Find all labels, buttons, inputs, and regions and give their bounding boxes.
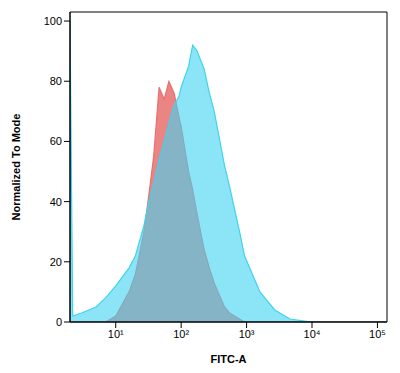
svg-text:0: 0 [56, 316, 62, 328]
svg-text:10¹: 10¹ [108, 328, 124, 340]
svg-text:FITC-A: FITC-A [210, 353, 246, 365]
svg-text:40: 40 [50, 196, 62, 208]
svg-text:80: 80 [50, 75, 62, 87]
svg-text:20: 20 [50, 256, 62, 268]
svg-text:Normalized To Mode: Normalized To Mode [10, 114, 22, 221]
svg-text:100: 100 [44, 15, 62, 27]
svg-text:10²: 10² [173, 328, 189, 340]
svg-text:10³: 10³ [239, 328, 255, 340]
svg-text:10⁵: 10⁵ [369, 328, 386, 340]
svg-text:10⁴: 10⁴ [304, 328, 321, 340]
svg-text:60: 60 [50, 135, 62, 147]
